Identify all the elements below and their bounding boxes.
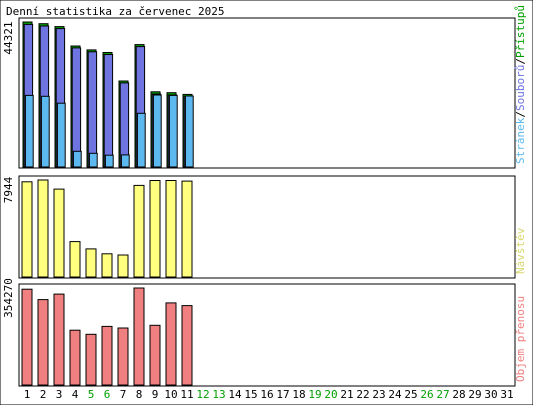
bar-návštěv-day-4 [69,241,81,278]
bar-stránek-day-3 [56,102,66,168]
panel-kbytes: 354270 Objem přenosu [2,278,527,387]
bar-stránek-day-1 [24,94,34,168]
bar-návštěv-day-2 [37,179,49,278]
x-tick-label: 21 [340,388,353,401]
x-tick-label: 7 [120,388,127,401]
x-tick-label: 11 [180,388,193,401]
x-tick-label: 30 [484,388,497,401]
y-max-label: 7944 [2,176,15,203]
y-max-label: 354270 [2,278,15,318]
x-tick-label: 23 [372,388,385,401]
x-tick-label: 19 [308,388,321,401]
bar-objem-přenosu-day-1 [21,288,33,386]
x-tick-label: 29 [468,388,481,401]
bar-objem-přenosu-day-2 [37,299,49,386]
x-tick-label: 20 [324,388,337,401]
bar-objem-přenosu-day-7 [117,327,129,386]
x-axis-labels: 1 2 3 4 5 6 7 8 9 10 11 12 13 14 15 16 17 18 19 20 21 22 23 24 2… [24,388,514,401]
x-tick-label: 28 [452,388,465,401]
x-tick-label: 1 [24,388,31,401]
bar-souborů-day-5 [87,51,98,168]
bar-objem-přenosu-day-6 [101,325,113,386]
x-tick-label: 22 [356,388,369,401]
bar-návštěv-day-11 [181,180,193,278]
legend-label: Návštěv [514,227,527,274]
bar-objem-přenosu-day-10 [165,302,177,386]
x-tick-label: 6 [104,388,111,401]
bar-objem-přenosu-day-8 [133,287,145,386]
x-tick-label: 3 [56,388,63,401]
bar-objem-přenosu-day-3 [53,293,65,386]
bar-stránek-day-2 [40,95,50,168]
bar-objem-přenosu-day-4 [69,329,81,386]
x-tick-label: 4 [72,388,79,401]
legend-part: Návštěv [514,227,527,274]
x-tick-label: 10 [164,388,177,401]
bar-stránek-day-7 [120,154,130,168]
legend-label: Objem přenosu [514,296,527,382]
x-tick-label: 14 [228,388,242,401]
x-tick-label: 2 [40,388,47,401]
x-tick-label: 9 [152,388,159,401]
chart-title: Denní statistika za červenec 2025 [6,5,225,18]
x-tick-label: 31 [500,388,513,401]
bar-objem-přenosu-day-5 [85,333,97,386]
legend-part: Stránek [514,117,527,164]
legend-part: Objem přenosu [514,296,527,382]
bar-návštěv-day-9 [149,180,161,278]
x-tick-label: 15 [244,388,257,401]
bar-návštěv-day-7 [117,254,129,278]
bar-stránek-day-4 [72,150,82,168]
bar-návštěv-day-10 [165,180,177,278]
x-tick-label: 16 [260,388,273,401]
bar-souborů-day-4 [71,47,82,168]
panel-visits: 7944 Návštěv [2,175,527,279]
chart-panels: 44321Stránek/Souborů/Přístupů7944Návštěv… [2,5,527,387]
bar-návštěv-day-5 [85,248,97,278]
bar-stránek-day-9 [152,94,162,168]
bar-stránek-day-5 [88,152,98,168]
x-tick-label: 12 [196,388,209,401]
x-tick-label: 26 [420,388,433,401]
x-tick-label: 27 [436,388,449,401]
x-tick-label: 13 [212,388,225,401]
bar-stránek-day-8 [136,112,146,168]
x-tick-label: 8 [136,388,143,401]
x-tick-label: 25 [404,388,417,401]
bar-návštěv-day-6 [101,253,113,278]
legend-part: Přístupů [514,5,527,58]
x-tick-label: 18 [292,388,305,401]
panel-frame [18,17,516,169]
x-tick-label: 17 [276,388,289,401]
x-tick-label: 5 [88,388,95,401]
legend-label: Stránek/Souborů/Přístupů [514,5,527,164]
x-tick-label: 24 [388,388,402,401]
bar-stránek-day-10 [168,94,178,168]
bar-objem-přenosu-day-11 [181,305,193,386]
bar-návštěv-day-1 [21,181,33,278]
legend-part: Souborů [514,65,527,111]
bar-stránek-day-6 [104,154,114,168]
bar-návštěv-day-8 [133,184,145,278]
legend-part: / [514,111,527,118]
bar-objem-přenosu-day-9 [149,324,161,386]
bar-stránek-day-11 [184,95,194,168]
bar-souborů-day-7 [119,82,130,168]
legend-part: / [514,58,527,65]
bar-souborů-day-6 [103,54,114,168]
y-max-label: 44321 [2,21,15,54]
bar-návštěv-day-3 [53,188,65,278]
